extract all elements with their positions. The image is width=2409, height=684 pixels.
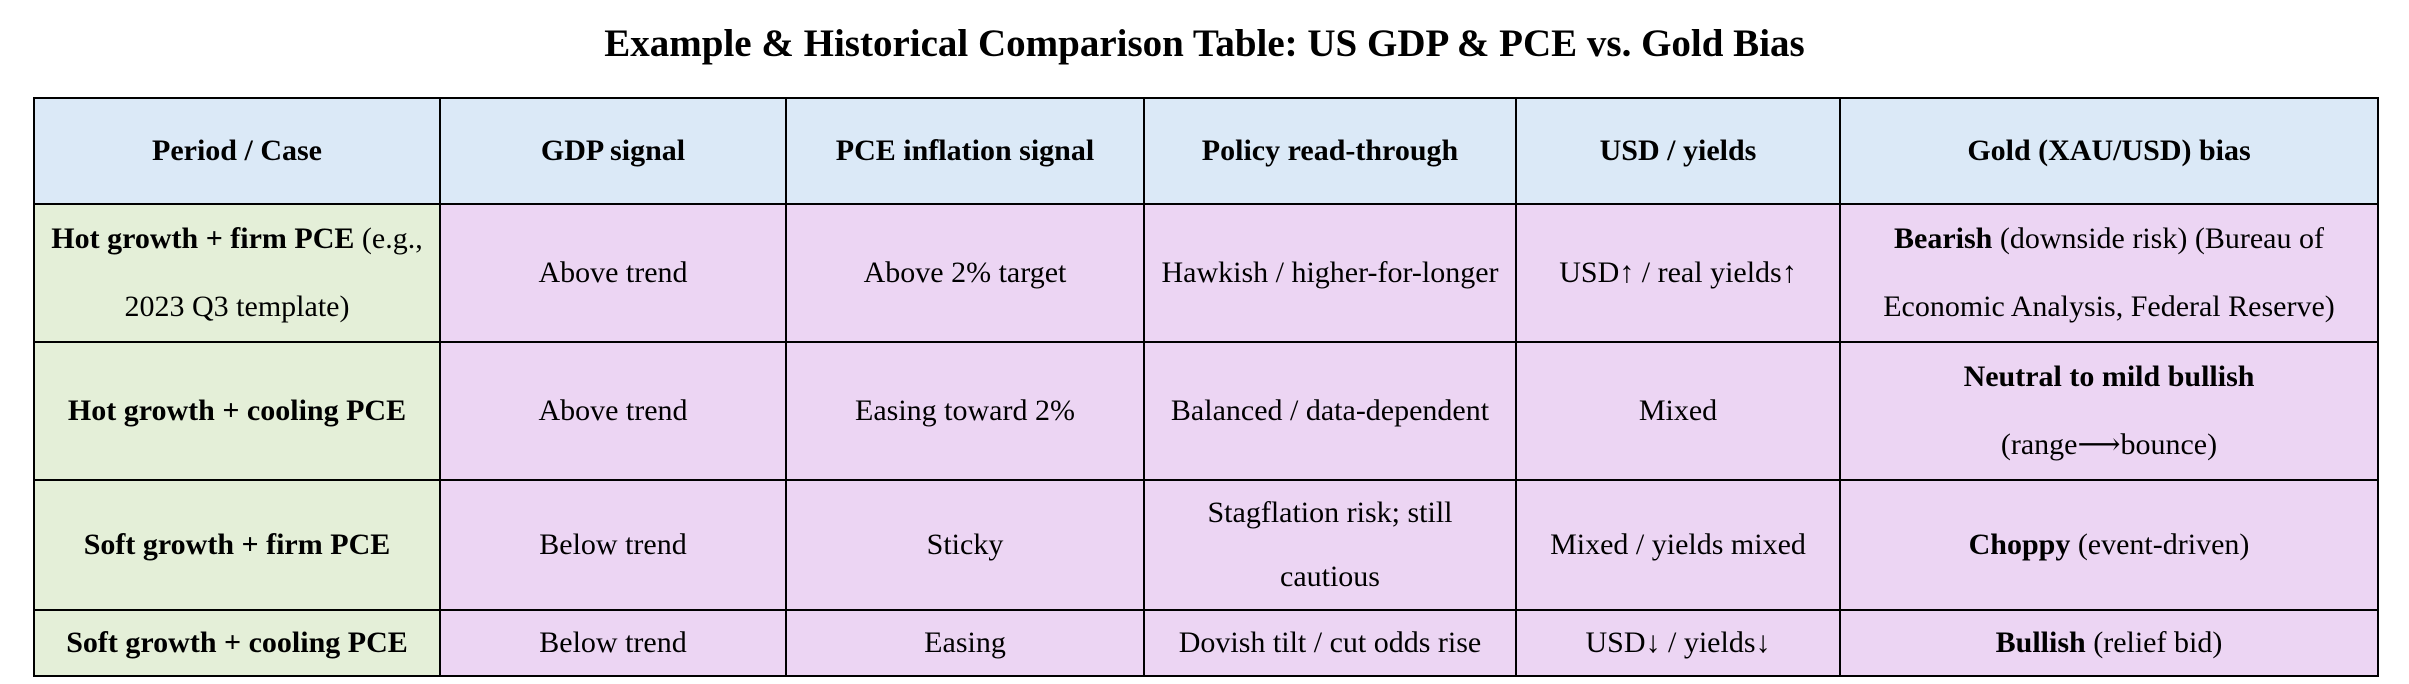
case-note: (e.g., 2023 Q3 template) (124, 222, 423, 323)
col-header-period-case: Period / Case (33, 97, 441, 205)
table-row: Soft growth + cooling PCE Below trend Ea… (33, 609, 2379, 677)
cell-gold-bias: Bullish (relief bid) (1839, 609, 2379, 677)
case-label: Soft growth + cooling PCE (66, 626, 408, 659)
cell-pce-signal: Above 2% target (785, 203, 1145, 343)
cell-policy: Hawkish / higher-for-longer (1143, 203, 1517, 343)
cell-usd-yields: USD↓ / yields↓ (1515, 609, 1841, 677)
col-header-pce-inflation-signal: PCE inflation signal (785, 97, 1145, 205)
header-row: Period / Case GDP signal PCE inflation s… (33, 97, 2379, 205)
cell-period-case: Soft growth + cooling PCE (33, 609, 441, 677)
col-header-usd-yields: USD / yields (1515, 97, 1841, 205)
gold-bias-note: (downside risk) (Bureau of Economic Anal… (1883, 222, 2335, 323)
cell-pce-signal: Easing toward 2% (785, 341, 1145, 481)
comparison-table: Period / Case GDP signal PCE inflation s… (33, 97, 2379, 677)
table-row: Hot growth + cooling PCE Above trend Eas… (33, 341, 2379, 481)
gold-bias-note: (event-driven) (2070, 528, 2250, 561)
cell-gold-bias: Bearish (downside risk) (Bureau of Econo… (1839, 203, 2379, 343)
col-header-gold-bias: Gold (XAU/USD) bias (1839, 97, 2379, 205)
cell-pce-signal: Sticky (785, 479, 1145, 611)
gold-bias-label: Neutral to mild bullish (1963, 360, 2255, 393)
col-header-policy-read-through: Policy read-through (1143, 97, 1517, 205)
gold-bias-label: Choppy (1968, 528, 2071, 561)
gold-bias-label: Bearish (1894, 222, 1993, 255)
cell-gdp-signal: Below trend (439, 609, 787, 677)
cell-pce-signal: Easing (785, 609, 1145, 677)
cell-usd-yields: Mixed (1515, 341, 1841, 481)
cell-gdp-signal: Above trend (439, 341, 787, 481)
cell-policy: Stagflation risk; still cautious (1143, 479, 1517, 611)
gold-bias-note: (relief bid) (2085, 626, 2223, 659)
cell-usd-yields: Mixed / yields mixed (1515, 479, 1841, 611)
gold-bias-note: (range⟶bounce) (2000, 428, 2218, 461)
cell-gdp-signal: Above trend (439, 203, 787, 343)
cell-gold-bias: Neutral to mild bullish (range⟶bounce) (1839, 341, 2379, 481)
table-row: Soft growth + firm PCE Below trend Stick… (33, 479, 2379, 611)
case-label: Soft growth + firm PCE (83, 528, 391, 561)
case-label: Hot growth + cooling PCE (67, 394, 407, 427)
col-header-gdp-signal: GDP signal (439, 97, 787, 205)
cell-usd-yields: USD↑ / real yields↑ (1515, 203, 1841, 343)
cell-gdp-signal: Below trend (439, 479, 787, 611)
cell-policy: Balanced / data-dependent (1143, 341, 1517, 481)
cell-period-case: Hot growth + cooling PCE (33, 341, 441, 481)
gold-bias-label: Bullish (1995, 626, 2086, 659)
cell-period-case: Soft growth + firm PCE (33, 479, 441, 611)
table-row: Hot growth + firm PCE (e.g., 2023 Q3 tem… (33, 203, 2379, 343)
table-title: Example & Historical Comparison Table: U… (604, 22, 1805, 65)
cell-period-case: Hot growth + firm PCE (e.g., 2023 Q3 tem… (33, 203, 441, 343)
case-label: Hot growth + firm PCE (51, 222, 355, 255)
cell-gold-bias: Choppy (event-driven) (1839, 479, 2379, 611)
cell-policy: Dovish tilt / cut odds rise (1143, 609, 1517, 677)
